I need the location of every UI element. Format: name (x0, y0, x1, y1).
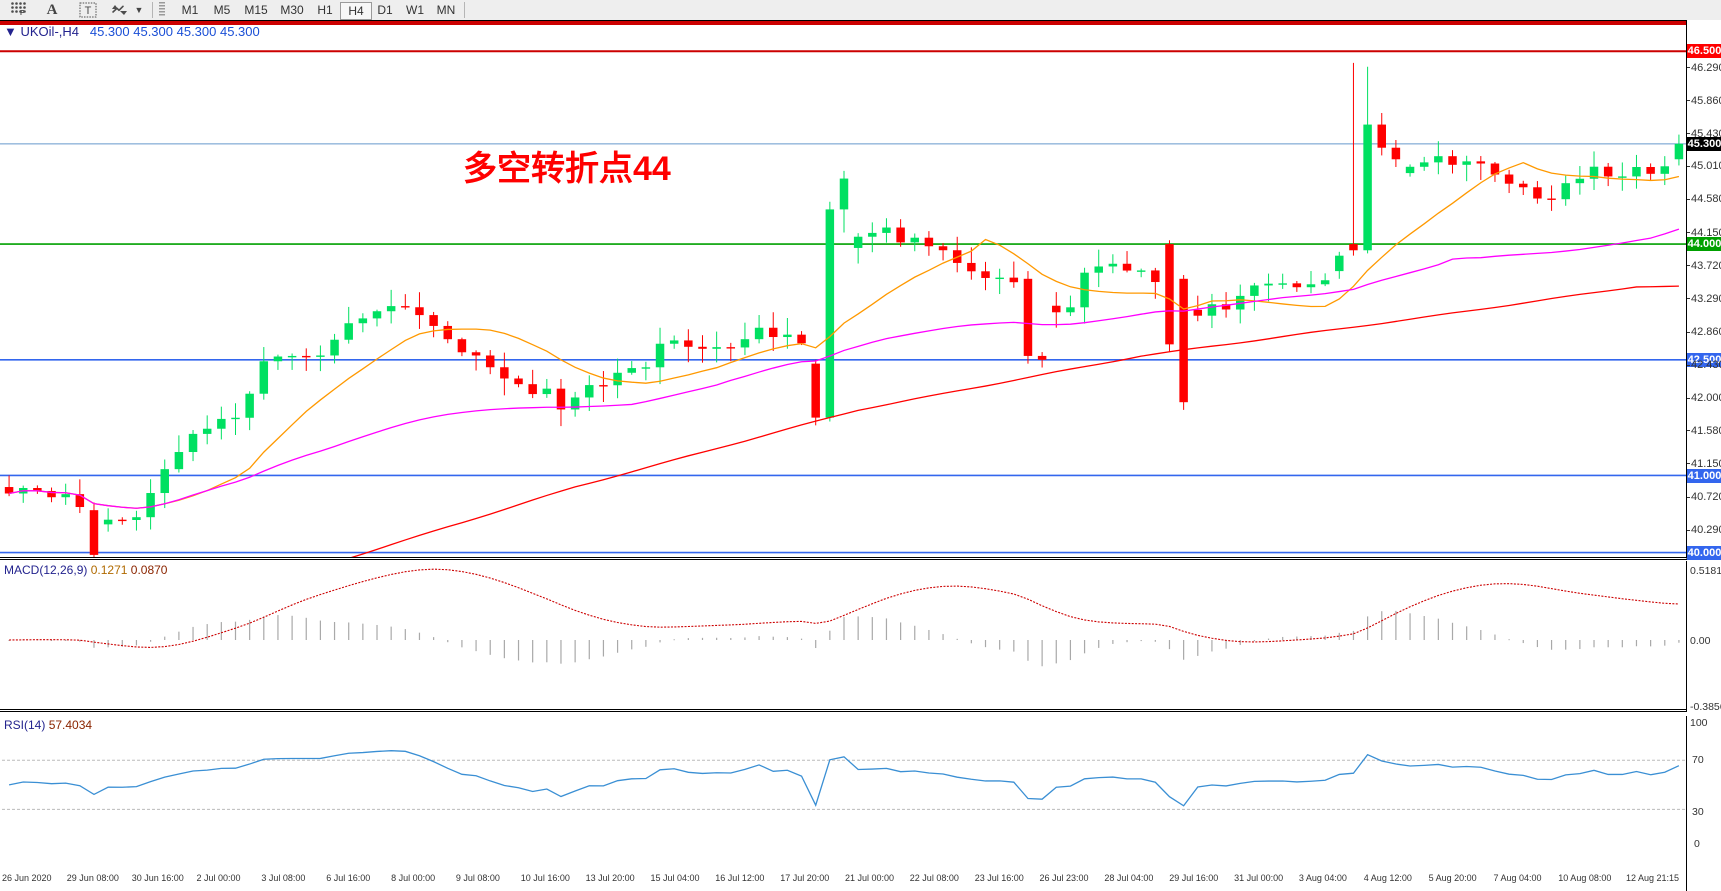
svg-text:T: T (85, 5, 92, 17)
